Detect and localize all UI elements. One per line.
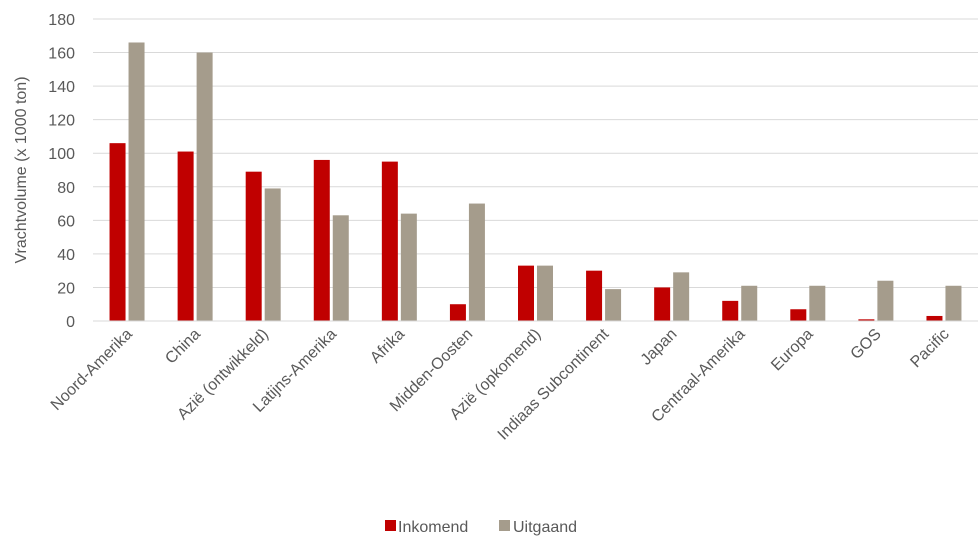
y-axis-title: Vrachtvolume (x 1000 ton) xyxy=(13,76,30,263)
bar-uitgaand xyxy=(264,188,281,321)
y-tick-label: 20 xyxy=(57,280,75,297)
bar-uitgaand xyxy=(332,215,349,321)
bar-uitgaand xyxy=(196,52,213,322)
legend-swatch-uitgaand xyxy=(499,520,510,531)
y-tick-label: 120 xyxy=(48,113,75,130)
x-category-label: Afrika xyxy=(367,326,408,367)
bar-inkomend xyxy=(449,304,466,321)
bar-inkomend xyxy=(790,309,807,321)
y-tick-label: 80 xyxy=(57,180,75,197)
y-tick-label: 60 xyxy=(57,213,75,230)
bar-inkomend xyxy=(926,315,943,321)
bar-uitgaand xyxy=(809,285,826,321)
bar-uitgaand xyxy=(741,285,758,321)
bar-uitgaand xyxy=(605,289,622,321)
x-category-label: Europa xyxy=(768,326,817,375)
bar-uitgaand xyxy=(468,203,485,321)
bar-uitgaand xyxy=(400,213,417,321)
bar-inkomend xyxy=(313,159,330,321)
gridlines xyxy=(93,18,978,288)
bar-uitgaand xyxy=(673,272,690,321)
bar-uitgaand xyxy=(877,280,894,321)
bar-uitgaand xyxy=(128,42,145,321)
x-category-label: Japan xyxy=(638,326,681,369)
legend-swatch-inkomend xyxy=(385,520,396,531)
y-tick-label: 40 xyxy=(57,247,75,264)
x-category-label: GOS xyxy=(848,326,885,363)
bar-inkomend xyxy=(518,265,534,321)
bar-inkomend xyxy=(586,270,603,321)
bar-inkomend xyxy=(722,300,739,321)
legend-label-uitgaand: Uitgaand xyxy=(513,519,577,536)
bar-inkomend xyxy=(245,171,262,321)
bar-uitgaand xyxy=(537,265,553,321)
y-tick-label: 140 xyxy=(48,79,75,96)
legend: Inkomend Uitgaand xyxy=(385,519,577,536)
x-category-label: China xyxy=(162,326,204,368)
y-tick-label: 160 xyxy=(48,46,75,63)
y-axis-ticks: 0 20 40 60 80 100 120 140 160 180 xyxy=(48,12,75,331)
y-tick-label: 180 xyxy=(48,12,75,29)
bar-uitgaand xyxy=(945,285,962,321)
x-category-label: Indiaas Subcontinent xyxy=(495,325,613,443)
x-category-label: Pacific xyxy=(907,326,952,371)
bar-inkomend xyxy=(177,151,194,321)
bar-inkomend xyxy=(109,143,126,321)
legend-label-inkomend: Inkomend xyxy=(398,519,468,536)
y-tick-label: 100 xyxy=(48,146,75,163)
bar-inkomend xyxy=(858,319,875,321)
bars xyxy=(109,42,962,322)
bar-inkomend xyxy=(381,161,398,321)
x-category-label: Noord-Amerika xyxy=(48,326,136,414)
y-tick-label: 0 xyxy=(66,314,75,331)
bar-inkomend xyxy=(654,287,671,321)
